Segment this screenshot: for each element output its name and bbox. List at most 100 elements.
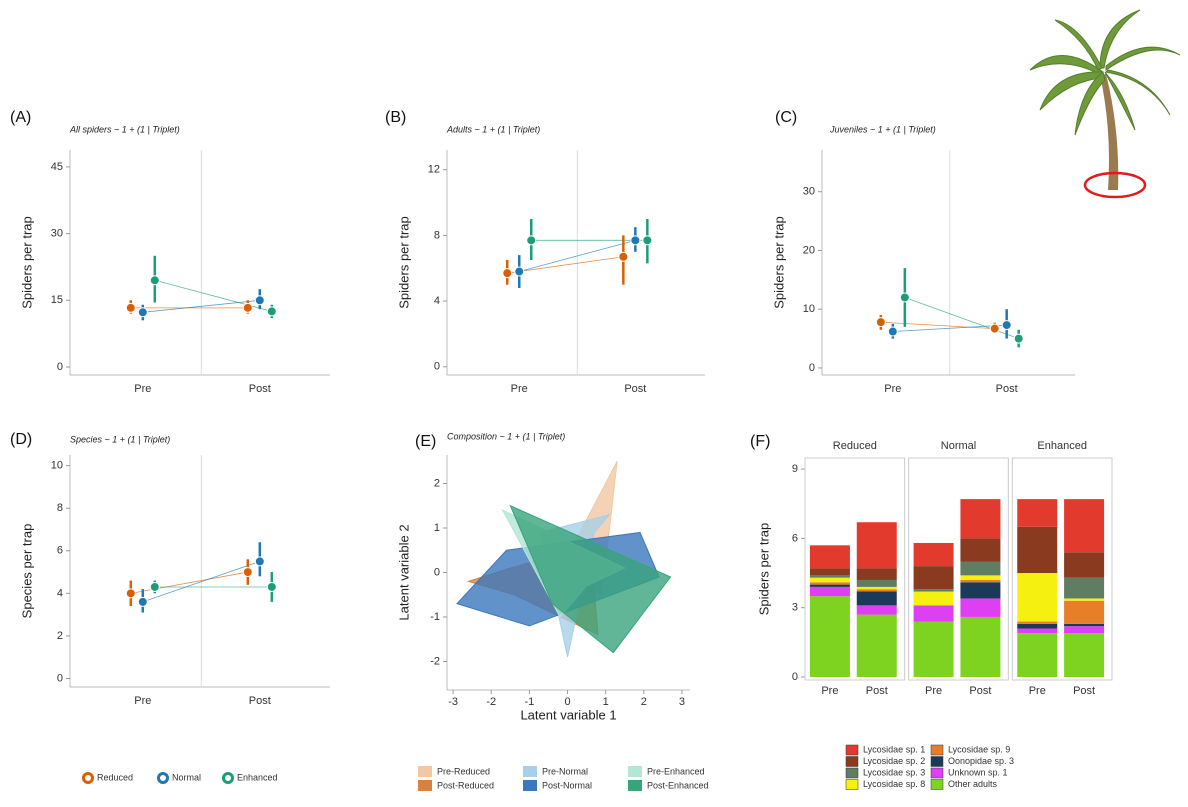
connector-line bbox=[154, 279, 272, 312]
x-tick-label: Pre bbox=[134, 695, 151, 707]
legend-label: Post-Reduced bbox=[437, 780, 494, 790]
bar-segment bbox=[856, 579, 897, 587]
point bbox=[989, 323, 1000, 334]
point bbox=[254, 556, 265, 567]
bar-segment bbox=[960, 579, 1001, 583]
y-tick-label: 0 bbox=[792, 671, 798, 683]
y-axis-title: Spiders per trap bbox=[19, 216, 34, 309]
x-tick-label: Post bbox=[624, 383, 646, 395]
y-axis-title: Spiders per trap bbox=[396, 216, 411, 309]
legend-swatch bbox=[628, 780, 642, 791]
panel-tag: (D) bbox=[10, 431, 32, 448]
x-tick-label: Pre bbox=[1029, 685, 1046, 697]
bar-segment bbox=[1017, 628, 1058, 634]
bar-segment bbox=[856, 568, 897, 580]
panel-subtitle: Adults ~ 1 + (1 | Triplet) bbox=[446, 124, 540, 134]
point bbox=[125, 588, 136, 599]
bar-segment bbox=[960, 561, 1001, 576]
y-tick-label: 3 bbox=[792, 602, 798, 614]
x-tick-label: -3 bbox=[448, 696, 458, 708]
y-axis-title: Latent variable 2 bbox=[396, 524, 411, 620]
connector-line bbox=[130, 571, 248, 594]
point bbox=[254, 295, 265, 306]
legend-label: Lycosidae sp. 1 bbox=[863, 744, 925, 754]
connector-line bbox=[880, 321, 995, 329]
legend-swatch bbox=[523, 780, 537, 791]
x-tick-label: Post bbox=[866, 685, 888, 697]
point bbox=[125, 302, 136, 313]
point bbox=[137, 307, 148, 318]
connector-line bbox=[519, 239, 636, 272]
y-tick-label: 10 bbox=[51, 460, 63, 472]
y-tick-label: 0 bbox=[57, 672, 63, 684]
y-tick-label: -2 bbox=[430, 655, 440, 667]
y-tick-label: 6 bbox=[57, 545, 63, 557]
legend-label: Enhanced bbox=[237, 772, 278, 782]
y-axis-title: Spiders per trap bbox=[771, 216, 786, 309]
connector-line bbox=[904, 297, 1019, 339]
x-tick-label: 2 bbox=[641, 696, 647, 708]
y-tick-label: 6 bbox=[792, 532, 798, 544]
y-tick-label: 10 bbox=[803, 303, 815, 315]
x-tick-label: Pre bbox=[134, 383, 151, 395]
bar-segment bbox=[913, 543, 954, 567]
legend-label: Reduced bbox=[97, 772, 133, 782]
bar-segment bbox=[1017, 499, 1058, 527]
bar-segment bbox=[856, 522, 897, 569]
legend-swatch bbox=[930, 756, 944, 767]
point bbox=[242, 567, 253, 578]
bar-segment bbox=[960, 598, 1001, 617]
facet-label: Reduced bbox=[833, 440, 877, 452]
panel-subtitle: Composition ~ 1 + (1 | Triplet) bbox=[447, 431, 565, 441]
legend-swatch bbox=[930, 767, 944, 779]
point bbox=[149, 275, 160, 286]
legend-swatch bbox=[845, 744, 859, 756]
legend-label: Lycosidae sp. 2 bbox=[863, 756, 925, 766]
legend-swatch bbox=[930, 779, 944, 790]
legend-label: Normal bbox=[172, 772, 201, 782]
bar-segment bbox=[1064, 577, 1105, 599]
legend-label: Oonopidae sp. 3 bbox=[948, 756, 1014, 766]
legend-label: Post-Normal bbox=[542, 780, 592, 790]
y-axis-title: Spiders per trap bbox=[756, 523, 771, 616]
bar-segment bbox=[809, 586, 850, 597]
y-axis-title: Species per trap bbox=[19, 524, 34, 619]
legend-swatch bbox=[845, 767, 859, 779]
y-tick-label: 4 bbox=[434, 295, 440, 307]
x-tick-label: 1 bbox=[603, 696, 609, 708]
point bbox=[1013, 333, 1024, 344]
x-tick-label: Pre bbox=[821, 685, 838, 697]
x-tick-label: Post bbox=[1073, 685, 1095, 697]
y-tick-label: -1 bbox=[430, 611, 440, 623]
bar-segment bbox=[913, 591, 954, 606]
bar-segment bbox=[809, 596, 850, 677]
bar-segment bbox=[1064, 499, 1105, 553]
panel-subtitle: All spiders ~ 1 + (1 | Triplet) bbox=[69, 124, 180, 134]
y-tick-label: 0 bbox=[434, 566, 440, 578]
bar-segment bbox=[809, 568, 850, 576]
legend-label: Pre-Normal bbox=[542, 766, 588, 776]
legend-swatch bbox=[845, 756, 859, 767]
y-tick-label: 30 bbox=[803, 186, 815, 198]
panel-tag: (C) bbox=[775, 109, 797, 126]
x-tick-label: Post bbox=[249, 383, 271, 395]
panel-subtitle: Species ~ 1 + (1 | Triplet) bbox=[70, 434, 170, 444]
legend-label: Lycosidae sp. 9 bbox=[948, 744, 1010, 754]
point bbox=[514, 266, 525, 277]
legend-label: Pre-Reduced bbox=[437, 766, 490, 776]
point bbox=[502, 268, 513, 279]
bar-segment bbox=[809, 545, 850, 569]
legend-swatch bbox=[845, 779, 859, 790]
bar-segment bbox=[960, 575, 1001, 580]
point bbox=[1001, 320, 1012, 331]
bar-segment bbox=[1064, 633, 1105, 677]
y-tick-label: 45 bbox=[51, 161, 63, 173]
point bbox=[875, 317, 886, 328]
point bbox=[630, 235, 641, 246]
y-tick-label: 1 bbox=[434, 522, 440, 534]
bar-segment bbox=[1017, 623, 1058, 629]
bar-segment bbox=[1017, 526, 1058, 574]
legend-label: Lycosidae sp. 3 bbox=[863, 767, 925, 777]
bar-segment bbox=[809, 577, 850, 583]
x-tick-label: -2 bbox=[486, 696, 496, 708]
